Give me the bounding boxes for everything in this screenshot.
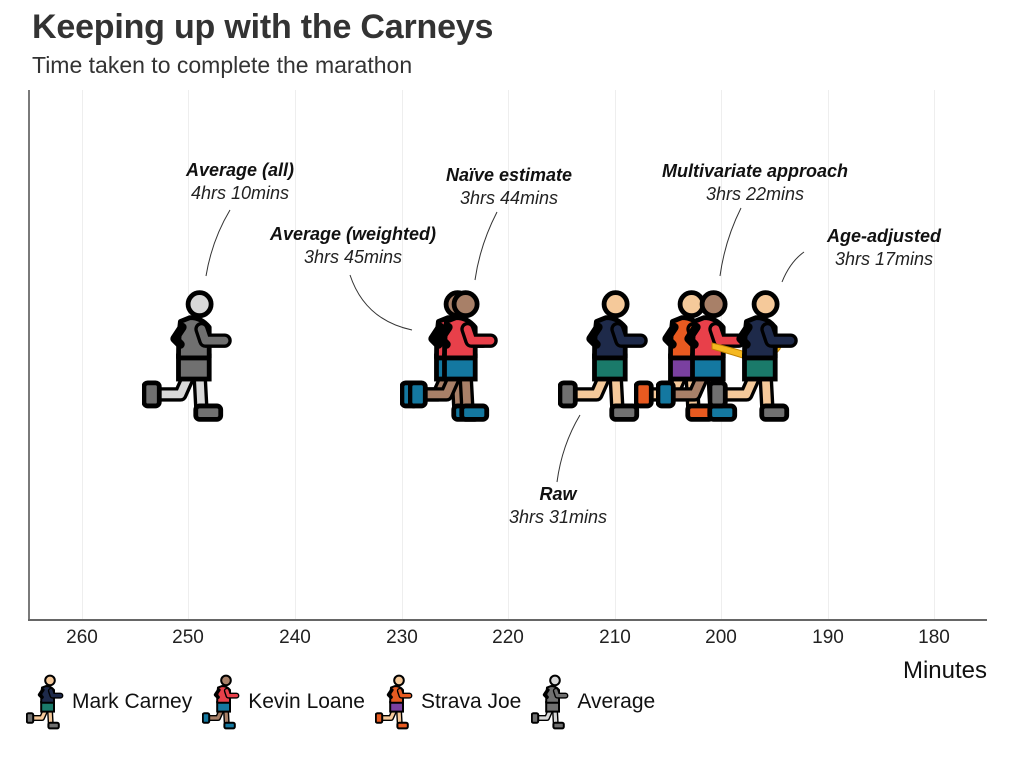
x-tick-label: 250 [172,627,204,648]
legend-item-mark-carney: Mark Carney [26,673,192,731]
annotation-average-all: Average (all) 4hrs 10mins [186,160,294,204]
annotation-naive-estimate: Naïve estimate 3hrs 44mins [446,165,572,209]
annotation-value: 3hrs 22mins [705,184,805,204]
legend-item-kevin-loane: Kevin Loane [202,673,365,731]
runner-kevin-icon [408,284,504,428]
x-tick-label: 240 [279,627,311,648]
annotation-label: Multivariate approach [661,161,849,181]
annotation-age-adjusted: Age-adjusted 3hrs 17mins [827,226,941,270]
x-axis-title: Minutes [902,657,987,684]
legend-label: Kevin Loane [248,690,365,713]
annotation-average-weighted: Average (weighted) 3hrs 45mins [270,224,436,268]
annotation-label: Raw [539,484,577,504]
annotation-label: Average (all) [185,160,295,180]
runner-red-icon [202,673,242,731]
legend-item-average: Average [531,673,655,731]
x-tick-label: 190 [812,627,844,648]
x-tick-label: 260 [66,627,98,648]
x-tick-label: 180 [918,627,950,648]
x-tick-label: 210 [599,627,631,648]
runner-average-icon [142,284,238,428]
legend: Mark Carney Kevin Loane Strava Joe Avera… [26,672,665,732]
x-axis-line [28,619,987,621]
x-tick-label: 230 [386,627,418,648]
chart-title: Keeping up with the Carneys [32,8,494,46]
annotation-value: 3hrs 31mins [508,507,608,527]
gridline [402,90,403,619]
runner-orange-icon [375,673,415,731]
gridline [508,90,509,619]
gridline [82,90,83,619]
annotation-label: Naïve estimate [445,165,573,185]
legend-label: Average [577,690,656,713]
y-axis-line [28,90,30,621]
chart-subtitle: Time taken to complete the marathon [32,52,413,78]
annotation-label: Average (weighted) [269,224,437,244]
annotation-raw: Raw 3hrs 31mins [509,484,607,528]
gridline [934,90,935,619]
annotation-value: 3hrs 17mins [834,249,934,269]
gridline [828,90,829,619]
annotation-value: 3hrs 45mins [303,247,403,267]
annotation-multivariate: Multivariate approach 3hrs 22mins [662,161,848,205]
annotation-label: Age-adjusted [826,226,942,246]
runner-navy-icon [26,673,66,731]
annotation-value: 4hrs 10mins [190,183,290,203]
legend-label: Strava Joe [420,690,522,713]
runner-grey-icon [531,673,571,731]
annotation-value: 3hrs 44mins [459,188,559,208]
gridline [295,90,296,619]
legend-item-strava-joe: Strava Joe [375,673,521,731]
runner-mark-icon [708,284,804,428]
legend-label: Mark Carney [72,690,193,713]
x-tick-label: 200 [705,627,737,648]
x-tick-label: 220 [492,627,524,648]
